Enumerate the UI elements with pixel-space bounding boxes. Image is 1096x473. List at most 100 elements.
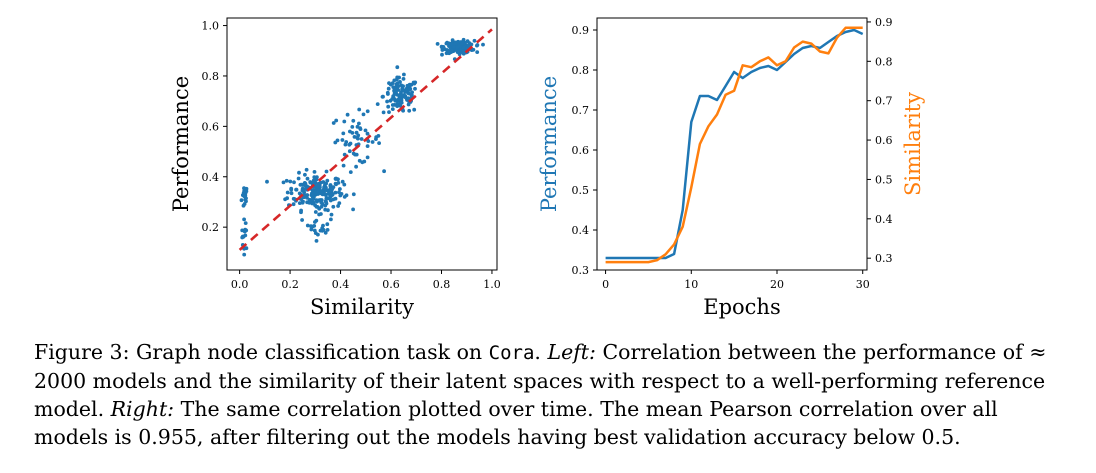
scatter-point	[291, 202, 296, 207]
scatter-point	[401, 84, 405, 88]
scatter-point	[390, 81, 395, 86]
scatter-point	[319, 189, 324, 193]
scatter-point	[381, 110, 386, 115]
scatter-point	[361, 112, 366, 117]
scatter-point	[243, 233, 248, 238]
scatter-point	[481, 42, 485, 47]
scatter-point	[385, 99, 389, 104]
scatter-point	[289, 191, 294, 196]
scatter-point	[398, 93, 403, 97]
scatter-point	[469, 42, 474, 47]
scatter-point	[300, 200, 305, 205]
scatter-point	[317, 206, 322, 211]
y2-tick-label: 0.5	[875, 173, 893, 186]
scatter-point	[320, 228, 325, 233]
scatter-point	[440, 52, 444, 57]
scatter-panel: 0.0 0.2 0.4 0.6 0.8 1.0 0.2 0.4 0.6 0.8 1.0 Simil…	[169, 17, 501, 319]
scatter-point	[323, 230, 328, 235]
y2-tick-label: 0.3	[875, 252, 893, 265]
scatter-point	[363, 128, 368, 133]
scatter-point	[471, 47, 476, 52]
caption-right-label: Right:	[110, 397, 175, 421]
line-x-ticks: 0 10 20 30	[602, 270, 870, 291]
line-x-label: Epochs	[703, 295, 780, 319]
scatter-x-label: Similarity	[310, 295, 414, 319]
scatter-point	[333, 176, 338, 181]
figure-caption: Figure 3: Graph node classification task…	[34, 338, 1064, 451]
scatter-point	[360, 160, 365, 165]
scatter-point	[396, 84, 401, 89]
x-tick-label: 0.2	[281, 278, 299, 291]
scatter-point	[347, 149, 352, 154]
scatter-point	[355, 135, 360, 140]
scatter-point	[304, 167, 309, 172]
scatter-point	[370, 140, 375, 144]
scatter-point	[344, 193, 349, 198]
scatter-point	[343, 142, 348, 147]
scatter-point	[351, 151, 356, 156]
scatter-point	[410, 90, 414, 95]
scatter-point	[390, 107, 395, 111]
scatter-point	[412, 107, 417, 112]
scatter-point	[285, 190, 290, 195]
scatter-point	[385, 90, 390, 95]
x-tick-label: 0	[602, 278, 609, 291]
scatter-point	[239, 198, 244, 203]
scatter-point	[314, 198, 319, 203]
scatter-point	[354, 152, 359, 157]
scatter-point	[340, 179, 345, 184]
scatter-point	[406, 91, 411, 96]
scatter-point	[338, 187, 342, 191]
scatter-point	[324, 199, 328, 204]
scatter-point	[328, 183, 333, 188]
scatter-point	[292, 197, 297, 201]
scatter-point	[392, 78, 397, 83]
scatter-point	[413, 86, 417, 91]
scatter-point	[331, 121, 336, 125]
scatter-point	[329, 212, 334, 217]
scatter-point	[303, 172, 307, 177]
scatter-axes-frame	[226, 17, 498, 271]
similarity-line	[605, 26, 863, 264]
x-tick-label: 1.0	[483, 278, 501, 291]
scatter-point	[242, 252, 247, 257]
scatter-point	[357, 121, 361, 126]
scatter-point	[243, 221, 248, 226]
scatter-point	[310, 188, 315, 192]
line-y-ticks: 0.3 0.4 0.5 0.6 0.7 0.8 0.9	[572, 24, 597, 277]
scatter-point	[323, 192, 327, 197]
scatter-point	[300, 218, 304, 222]
scatter-point	[375, 102, 380, 106]
scatter-point	[289, 186, 294, 191]
scatter-point	[324, 169, 329, 174]
scatter-point	[365, 155, 370, 160]
scatter-point	[354, 164, 358, 169]
scatter-point	[324, 188, 329, 193]
y-tick-label: 0.5	[572, 184, 590, 197]
x-tick-label: 20	[770, 278, 784, 291]
line-axes-frame	[596, 17, 868, 271]
scatter-point	[397, 97, 402, 102]
scatter-point	[323, 203, 328, 208]
y-tick-label: 0.9	[572, 24, 590, 37]
scatter-point	[312, 224, 317, 228]
scatter-point	[294, 187, 299, 192]
scatter-point	[455, 45, 460, 49]
scatter-point	[412, 81, 417, 86]
scatter-point	[351, 207, 355, 212]
scatter-point	[365, 109, 370, 114]
scatter-point	[444, 41, 449, 46]
scatter-point	[365, 144, 370, 149]
scatter-point	[319, 212, 323, 216]
scatter-point	[376, 134, 381, 138]
scatter-point	[315, 184, 320, 189]
scatter-point	[312, 175, 317, 180]
scatter-point	[288, 179, 293, 184]
y-tick-label: 0.6	[202, 120, 220, 133]
caption-left-text: Correlation between the performance of ≈…	[34, 340, 1047, 421]
scatter-point	[450, 38, 455, 43]
scatter-point	[475, 43, 479, 48]
performance-line	[605, 28, 864, 260]
scatter-point	[325, 178, 330, 183]
